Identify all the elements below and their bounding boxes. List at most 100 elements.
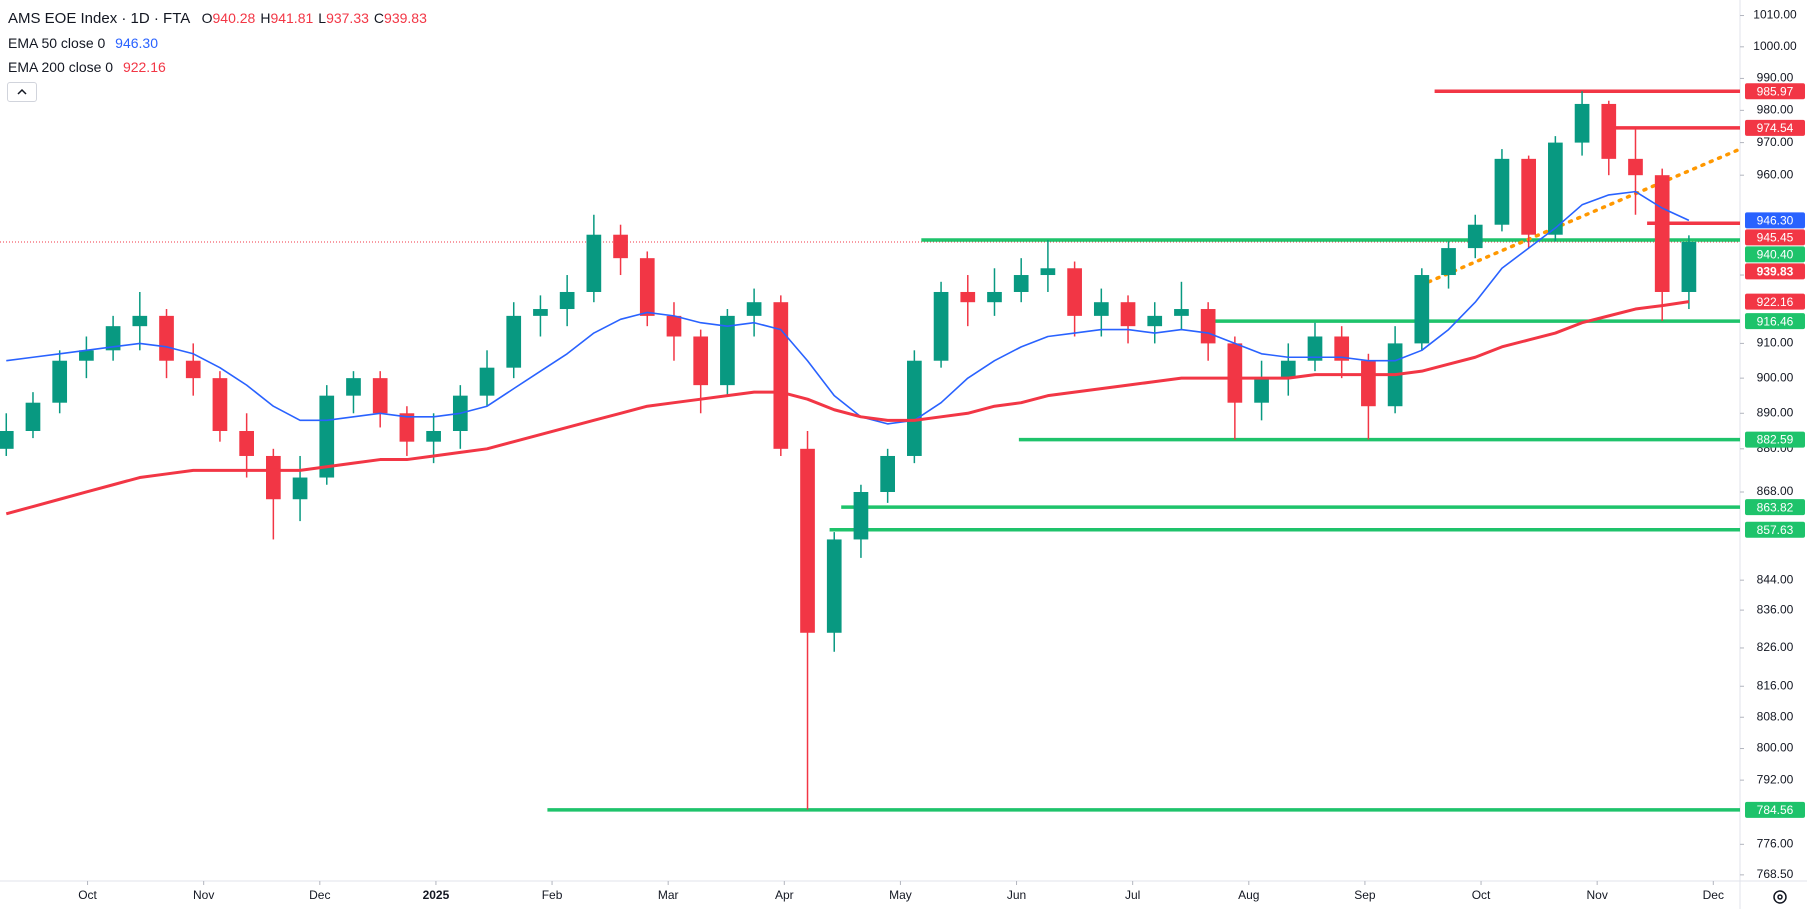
symbol-title: AMS EOE Index · 1D · FTA — [8, 10, 190, 27]
settings-icon[interactable] — [1773, 890, 1787, 904]
candle-body — [372, 378, 388, 414]
price-label-box — [1745, 246, 1805, 263]
y-tick-label: 836.00 — [1757, 602, 1794, 616]
ohlc-label: O — [201, 10, 213, 26]
candle-body — [666, 315, 682, 337]
candle-body — [399, 413, 415, 442]
candle-body — [853, 491, 869, 540]
y-tick-label: 868.00 — [1757, 484, 1794, 498]
ohlc-value: 937.33 — [326, 10, 369, 26]
candle-body — [1441, 248, 1456, 276]
candle-body — [506, 315, 522, 368]
plot-area — [0, 89, 1740, 812]
candle-body — [613, 234, 628, 259]
price-label: 974.54 — [1757, 121, 1794, 135]
x-tick-label: Oct — [78, 888, 97, 902]
y-tick-label: 800.00 — [1757, 741, 1794, 755]
candle-body — [25, 402, 41, 431]
x-tick-label: Sep — [1354, 888, 1376, 902]
ema200-row: EMA 200 close 0 922.16 — [8, 59, 166, 75]
price-label: 784.56 — [1757, 803, 1794, 817]
candle-body — [1067, 268, 1082, 316]
price-label-box — [1745, 521, 1805, 538]
y-tick-label: 900.00 — [1757, 370, 1794, 384]
ohlc-label: H — [260, 10, 271, 26]
candle-body — [346, 378, 361, 396]
candle-body — [933, 291, 949, 361]
indicator-value: 922.16 — [122, 59, 166, 75]
settings-gear[interactable] — [1773, 890, 1787, 904]
x-tick-label: Nov — [1586, 888, 1607, 902]
candle-body — [559, 291, 575, 310]
y-tick-label: 844.00 — [1757, 572, 1794, 586]
candle-body — [1254, 378, 1269, 403]
ema-line — [6, 190, 1690, 425]
candle-body — [185, 360, 201, 379]
candle-body — [212, 378, 228, 431]
candle-body — [292, 477, 308, 500]
price-label: 946.30 — [1757, 214, 1794, 228]
ema-line — [5, 300, 1690, 516]
candle-body — [266, 455, 281, 500]
candle-body — [987, 291, 1002, 303]
candle-body — [239, 430, 254, 456]
y-tick-label: 1000.00 — [1753, 39, 1797, 53]
price-label: 940.40 — [1757, 248, 1794, 262]
price-label-box — [1745, 212, 1805, 229]
settings-gear-center — [1777, 894, 1783, 900]
candle-body — [1013, 275, 1029, 292]
ohlc-label: C — [373, 10, 385, 26]
candle-body — [826, 539, 842, 633]
candle-body — [1174, 309, 1189, 316]
candle-body — [1093, 302, 1109, 316]
price-label: 945.45 — [1757, 231, 1794, 245]
collapse-button[interactable] — [7, 82, 37, 102]
candle-body — [426, 430, 441, 442]
candle-body — [720, 315, 735, 386]
candle-body — [639, 258, 655, 316]
candle-body — [1467, 224, 1483, 249]
candle-body — [132, 315, 148, 327]
x-tick-label: Feb — [542, 888, 563, 902]
candle-body — [1574, 103, 1590, 143]
x-tick-label: May — [889, 888, 912, 902]
y-tick-label: 910.00 — [1757, 336, 1794, 350]
x-tick-label: Dec — [1703, 888, 1724, 902]
candle-body — [533, 309, 548, 316]
price-label: 916.46 — [1757, 314, 1794, 328]
price-label-box — [1745, 313, 1805, 330]
candle-body — [1654, 175, 1670, 292]
header-row: AMS EOE Index · 1D · FTA O940.28 H941.81 L… — [8, 10, 427, 27]
candle-body — [79, 350, 94, 361]
price-label-box — [1745, 499, 1805, 516]
candle-body — [1334, 336, 1350, 361]
candle-body — [1681, 241, 1697, 292]
candle-body — [586, 234, 602, 292]
price-label: 985.97 — [1757, 84, 1794, 98]
y-tick-label: 776.00 — [1757, 836, 1794, 850]
candle-body — [1628, 158, 1643, 176]
indicator-name: EMA 200 close 0 — [8, 59, 114, 75]
x-tick-label: Aug — [1238, 888, 1259, 902]
y-tick-label: 980.00 — [1757, 103, 1794, 117]
y-tick-label: 970.00 — [1757, 135, 1794, 149]
chevron — [17, 88, 27, 95]
candle-body — [1040, 268, 1056, 276]
price-label-box — [1745, 293, 1805, 310]
price-label-box — [1745, 119, 1805, 136]
y-tick-label: 990.00 — [1757, 71, 1794, 85]
y-tick-label: 826.00 — [1757, 640, 1794, 654]
candle-body — [1147, 315, 1163, 327]
candle-body — [1307, 336, 1323, 361]
candle-body — [479, 367, 495, 396]
collapse-icon — [17, 88, 27, 95]
y-tick-label: 1010.00 — [1753, 8, 1797, 22]
x-tick-label: Oct — [1472, 888, 1491, 902]
candle-body — [1494, 158, 1510, 225]
ohlc-label: L — [318, 10, 327, 26]
ohlc-value: 939.83 — [384, 10, 427, 26]
price-label: 939.83 — [1757, 265, 1794, 279]
candle-body — [1120, 302, 1136, 327]
